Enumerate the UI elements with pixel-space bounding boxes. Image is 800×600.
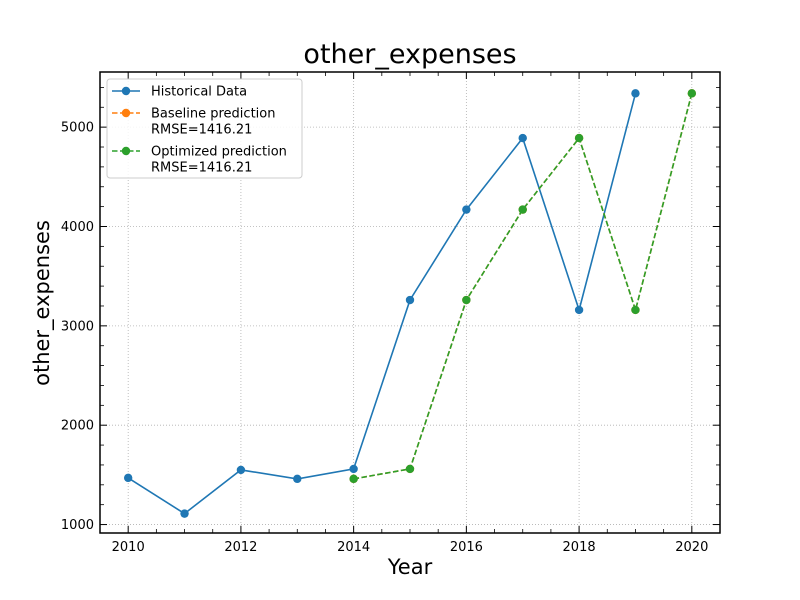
y-tick-label: 1000	[61, 518, 94, 533]
data-point	[462, 296, 470, 304]
y-tick-label: 5000	[61, 121, 94, 136]
x-tick-label: 2020	[675, 540, 708, 555]
data-point	[406, 296, 414, 304]
data-point	[124, 474, 132, 482]
x-tick-label: 2014	[337, 540, 370, 555]
y-tick-label: 2000	[61, 419, 94, 434]
y-tick-label: 3000	[61, 319, 94, 334]
y-axis-label: other_expenses	[30, 220, 55, 386]
x-tick-label: 2012	[224, 540, 257, 555]
legend-marker	[122, 87, 130, 95]
legend-label: Historical Data	[151, 85, 247, 100]
data-point	[349, 465, 357, 473]
x-tick-label: 2010	[112, 540, 145, 555]
x-tick-label: 2016	[450, 540, 483, 555]
data-point	[519, 134, 527, 142]
x-axis-label: Year	[387, 555, 433, 579]
legend-marker	[122, 109, 130, 117]
chart-title: other_expenses	[303, 39, 516, 70]
data-point	[293, 475, 301, 483]
data-point	[349, 475, 357, 483]
data-point	[631, 306, 639, 314]
data-point	[180, 509, 188, 517]
data-point	[575, 306, 583, 314]
data-point	[575, 134, 583, 142]
data-point	[237, 466, 245, 474]
data-point	[462, 205, 470, 213]
data-point	[631, 89, 639, 97]
x-tick-label: 2018	[563, 540, 596, 555]
data-point	[688, 89, 696, 97]
data-point	[519, 205, 527, 213]
y-tick-label: 4000	[61, 220, 94, 235]
legend-marker	[122, 147, 130, 155]
data-point	[406, 465, 414, 473]
